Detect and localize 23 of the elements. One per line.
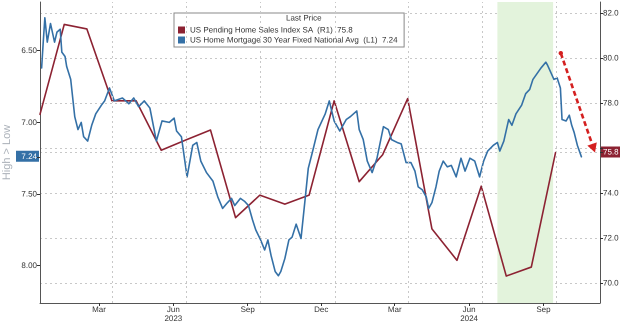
y2-tick-label: 78.0 [603, 98, 620, 108]
y2-tick-label: 72.0 [603, 233, 620, 242]
y2-tick-label: 80.0 [603, 54, 620, 63]
x-tick-label: Mar [388, 305, 402, 314]
y-tick-label: 7.00 [21, 118, 38, 127]
x-tick-label: Jun 2024 [460, 305, 479, 322]
x-tick-label: Dec [314, 305, 328, 314]
x-tick-label: Mar [92, 305, 106, 314]
y2-tick-label: 70.0 [603, 278, 620, 288]
x-tick-label: Sep [240, 305, 256, 314]
x-tick-label: Sep [536, 305, 552, 314]
y2-tick-label: 82.0 [603, 8, 620, 18]
x-tick-label: Jun 2023 [164, 305, 183, 322]
y2-tick-label: 75.8 [603, 148, 620, 156]
legend-label: US Pending Home Sales Index SA (R1) 75.8 [190, 26, 354, 34]
y-axis-title: High > Low [1, 124, 13, 180]
y-tick-label: 7.24 [21, 152, 38, 161]
y-tick-label: 8.00 [21, 261, 38, 270]
legend-title: Last Price [286, 14, 322, 22]
y-tick-label: 7.50 [21, 190, 38, 199]
y-tick-label: 6.50 [21, 46, 38, 56]
y2-tick-label: 74.0 [603, 188, 620, 198]
legend-label: US Home Mortgage 30 Year Fixed National Avg (L1) 7.24 [190, 36, 398, 44]
